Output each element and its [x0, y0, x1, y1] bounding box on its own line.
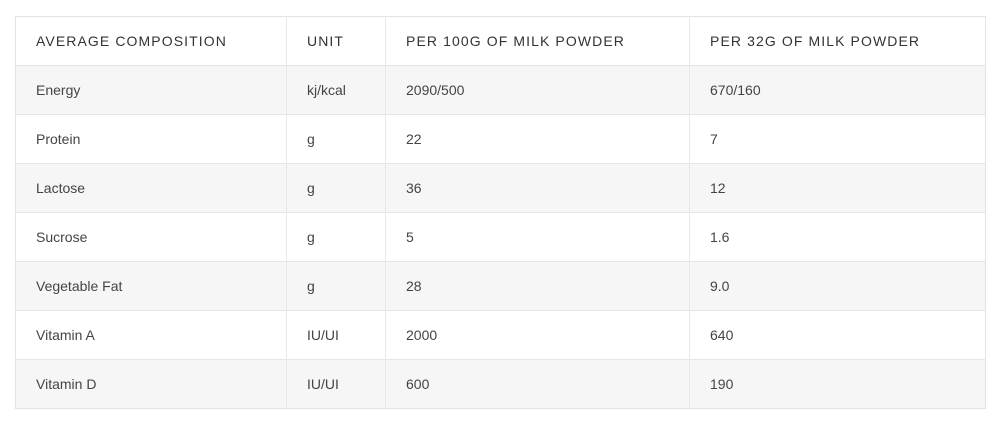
header-row: AVERAGE COMPOSITION UNIT PER 100G OF MIL…: [15, 16, 986, 66]
cell-unit: IU/UI: [286, 359, 386, 409]
column-header-unit: UNIT: [286, 16, 386, 66]
cell-composition: Lactose: [15, 163, 287, 213]
cell-per-100g: 600: [385, 359, 690, 409]
cell-per-100g: 36: [385, 163, 690, 213]
cell-per-32g: 7: [710, 131, 718, 147]
cell-unit: g: [286, 261, 386, 311]
cell-per-100g: 28: [385, 261, 690, 311]
cell-unit: IU/UI: [286, 310, 386, 360]
cell-composition: Vegetable Fat: [15, 261, 287, 311]
table-row: Sucrose g 5 1.6: [15, 212, 986, 262]
table-row: Vitamin D IU/UI 600 190: [15, 359, 986, 409]
cell-unit: g: [286, 163, 386, 213]
cell-composition: Vitamin A: [15, 310, 287, 360]
column-header-composition: AVERAGE COMPOSITION: [15, 16, 287, 66]
column-header-per-100g: PER 100G OF MILK POWDER: [385, 16, 690, 66]
table-header: AVERAGE COMPOSITION UNIT PER 100G OF MIL…: [15, 16, 986, 66]
cell-per-100g: 5: [385, 212, 690, 262]
cell-composition: Protein: [15, 114, 287, 164]
cell-unit: g: [286, 114, 386, 164]
table-row: Vitamin A IU/UI 2000 640: [15, 310, 986, 360]
cell-unit: kj/kcal: [286, 65, 386, 115]
cell-per-100g: 2000: [385, 310, 690, 360]
table-row: Protein g 22 7: [15, 114, 986, 164]
table-row: Vegetable Fat g 28 9.0: [15, 261, 986, 311]
cell-per-32g: 190: [710, 376, 734, 392]
nutrition-table: AVERAGE COMPOSITION UNIT PER 100G OF MIL…: [15, 16, 986, 409]
cell-per-100g: 22: [385, 114, 690, 164]
cell-per-32g: 670/160: [710, 82, 761, 98]
cell-unit: g: [286, 212, 386, 262]
table-body: Energy kj/kcal 2090/500 670/160 Protein …: [15, 65, 986, 409]
cell-per-100g: 2090/500: [385, 65, 690, 115]
table-row: Lactose g 36 12: [15, 163, 986, 213]
cell-per-32g: 1.6: [710, 229, 730, 245]
cell-per-32g: 9.0: [710, 278, 730, 294]
cell-per-32g: 640: [710, 327, 734, 343]
cell-per-32g: 12: [710, 180, 726, 196]
cell-composition: Sucrose: [15, 212, 287, 262]
nutrition-table-container: AVERAGE COMPOSITION UNIT PER 100G OF MIL…: [15, 16, 986, 409]
table-row: Energy kj/kcal 2090/500 670/160: [15, 65, 986, 115]
cell-composition: Energy: [15, 65, 287, 115]
column-header-per-32g: PER 32G OF MILK POWDER: [710, 33, 921, 49]
cell-composition: Vitamin D: [15, 359, 287, 409]
